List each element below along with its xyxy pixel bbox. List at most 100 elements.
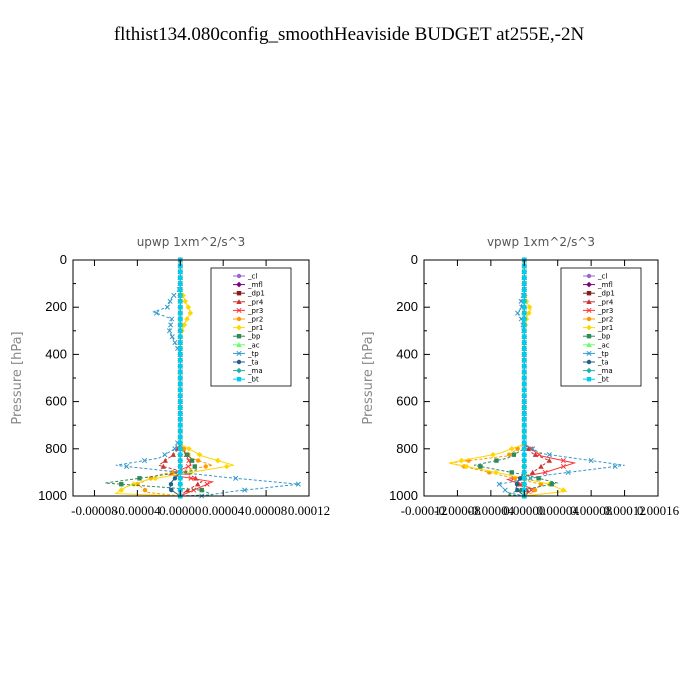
series-point xyxy=(522,446,527,451)
x-tick-label: 0.00000 xyxy=(159,503,201,518)
series-point xyxy=(522,328,527,333)
series-point xyxy=(233,475,239,481)
legend-box xyxy=(210,267,292,387)
x-tick-label: 0.00012 xyxy=(603,503,645,518)
series-point xyxy=(178,381,183,387)
series-point xyxy=(178,446,183,451)
legend: _cl_mfl_dp1_pr4_pr3_pr2_pr1_bp_ac_tp_ta_… xyxy=(210,267,292,387)
series-point xyxy=(178,470,183,475)
series-point xyxy=(522,482,527,487)
legend-marker xyxy=(586,291,592,296)
panel-title: vpwp 1xm^2/s^3 xyxy=(487,235,595,249)
legend-label: _pr2 xyxy=(247,316,263,324)
chart-panel-2: vpwp 1xm^2/s^3 Pressure [hPa] 0 200 400 600 80… xyxy=(361,235,680,518)
series-point xyxy=(546,452,552,458)
series-point xyxy=(199,487,204,493)
series-point xyxy=(171,292,177,298)
series-point xyxy=(522,458,527,463)
series-point xyxy=(160,463,166,469)
x-tick-label: -0.00008 xyxy=(71,503,118,518)
series-point xyxy=(178,275,183,280)
legend-marker xyxy=(586,307,592,313)
legend-marker xyxy=(236,307,242,313)
legend-label: _ma xyxy=(247,367,263,375)
series-line-bp xyxy=(473,260,558,497)
y-tick-label: 0 xyxy=(411,252,418,267)
legend-label: _bp xyxy=(247,333,261,341)
x-tick-label: -0.00004 xyxy=(114,503,161,518)
series-point xyxy=(178,387,183,392)
series-point xyxy=(178,281,183,286)
series-point xyxy=(522,310,527,316)
series-point xyxy=(546,457,553,463)
series-point xyxy=(172,446,178,452)
series-point xyxy=(178,328,183,333)
series-point xyxy=(532,452,539,457)
series-point xyxy=(178,305,183,310)
series-point xyxy=(295,481,301,487)
series-point xyxy=(178,428,183,434)
series-point xyxy=(178,452,183,457)
series-point xyxy=(178,434,183,440)
series-point xyxy=(526,310,532,316)
legend-marker xyxy=(586,342,592,347)
legend-label: _ta xyxy=(597,359,609,367)
legend-marker xyxy=(586,273,592,279)
series-point xyxy=(522,387,527,392)
series-point xyxy=(522,364,527,369)
series-point xyxy=(507,452,512,457)
y-tick-label: 1000 xyxy=(38,488,67,503)
series-point xyxy=(182,298,188,305)
series-point xyxy=(178,293,183,298)
series-point xyxy=(538,463,544,469)
series-point xyxy=(178,369,183,375)
series-point xyxy=(178,393,183,398)
legend-label: _cl xyxy=(247,273,257,281)
series-point xyxy=(178,334,183,339)
legend-marker xyxy=(236,359,242,365)
series-point xyxy=(178,440,183,446)
series-point xyxy=(509,470,514,475)
series-point xyxy=(514,482,520,487)
series-point xyxy=(522,340,527,345)
series-point xyxy=(178,340,183,345)
legend-label: _tp xyxy=(247,350,259,358)
legend-label: _mfl xyxy=(597,281,613,289)
legend-marker xyxy=(586,359,592,365)
series-point xyxy=(522,417,527,422)
legend-marker xyxy=(586,324,592,331)
series-point xyxy=(560,487,567,493)
series-point xyxy=(178,423,183,428)
series-point xyxy=(185,463,191,470)
series-point xyxy=(532,487,538,493)
legend-marker xyxy=(236,342,242,347)
series-point xyxy=(508,446,515,452)
legend: _cl_mfl_dp1_pr4_pr3_pr2_pr1_bp_ac_tp_ta_… xyxy=(560,267,642,387)
series-point xyxy=(178,316,183,322)
series-point xyxy=(178,411,183,416)
series-point xyxy=(588,458,594,464)
series-point xyxy=(528,475,534,481)
series-point xyxy=(169,487,174,493)
series-point xyxy=(522,464,527,469)
series-point xyxy=(178,269,183,274)
series-point xyxy=(494,458,499,463)
y-tick-label: 200 xyxy=(45,299,67,314)
series-point xyxy=(522,405,527,410)
legend-marker xyxy=(236,334,242,339)
series-point xyxy=(215,457,221,464)
series-point xyxy=(526,304,533,310)
y-tick-label: 800 xyxy=(396,441,418,456)
series-point xyxy=(522,334,527,339)
series-point xyxy=(172,476,178,481)
legend-marker xyxy=(586,281,592,288)
series-point xyxy=(522,287,527,292)
series-point xyxy=(515,310,521,316)
legend-marker xyxy=(586,316,592,322)
series-point xyxy=(522,346,527,351)
legend-label: _bt xyxy=(597,376,609,384)
series-point xyxy=(522,322,527,328)
panel-title: upwp 1xm^2/s^3 xyxy=(137,235,246,249)
x-tick-label: 0.00004 xyxy=(202,503,245,518)
